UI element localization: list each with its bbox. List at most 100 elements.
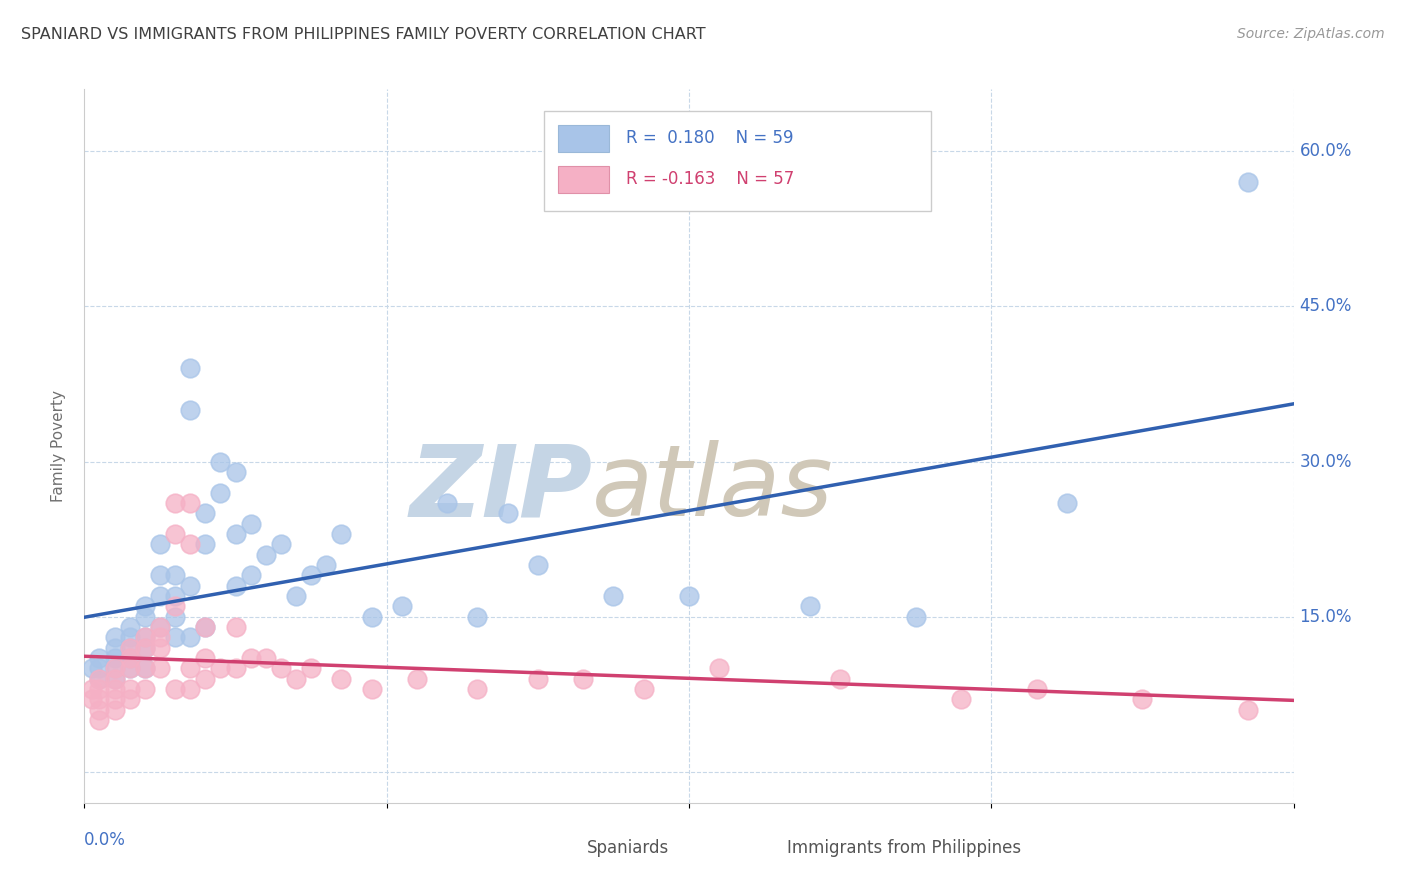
Point <box>134 640 156 655</box>
Point <box>179 630 201 644</box>
Point <box>149 589 172 603</box>
Point <box>950 692 973 706</box>
Point <box>572 672 595 686</box>
Point <box>163 630 186 644</box>
Text: 60.0%: 60.0% <box>1299 142 1353 161</box>
Text: Spaniards: Spaniards <box>588 839 669 857</box>
Text: Immigrants from Philippines: Immigrants from Philippines <box>787 839 1021 857</box>
Point <box>163 609 186 624</box>
Point <box>467 681 489 696</box>
Point <box>104 703 127 717</box>
Point <box>149 620 172 634</box>
Point <box>104 681 127 696</box>
Point <box>1237 175 1260 189</box>
Point <box>149 640 172 655</box>
Point <box>118 651 141 665</box>
Point <box>163 527 186 541</box>
Point <box>284 589 308 603</box>
Text: 0.0%: 0.0% <box>84 831 127 849</box>
Point <box>1237 703 1260 717</box>
Point <box>602 589 624 603</box>
Point <box>134 640 156 655</box>
Point <box>118 692 141 706</box>
FancyBboxPatch shape <box>744 833 780 863</box>
Point <box>118 640 141 655</box>
Point <box>467 609 489 624</box>
Point <box>163 568 186 582</box>
Point <box>118 681 141 696</box>
Text: 45.0%: 45.0% <box>1299 297 1353 316</box>
Point <box>179 537 201 551</box>
Point <box>270 661 292 675</box>
Point <box>225 579 247 593</box>
Text: R = -0.163    N = 57: R = -0.163 N = 57 <box>626 170 794 188</box>
Point <box>436 496 458 510</box>
Point <box>360 681 382 696</box>
Point <box>80 681 103 696</box>
Point <box>89 713 111 727</box>
Point <box>1130 692 1153 706</box>
Point <box>239 651 262 665</box>
Text: Source: ZipAtlas.com: Source: ZipAtlas.com <box>1237 27 1385 41</box>
Point <box>104 672 127 686</box>
Point <box>391 599 413 614</box>
Point <box>209 454 232 468</box>
Point <box>89 692 111 706</box>
Point <box>179 361 201 376</box>
Point <box>194 651 217 665</box>
Point <box>104 640 127 655</box>
Point <box>179 402 201 417</box>
Point <box>194 672 217 686</box>
Point <box>1025 681 1047 696</box>
Point <box>209 661 232 675</box>
Point <box>149 568 172 582</box>
Point <box>194 537 217 551</box>
Point <box>254 548 277 562</box>
Point <box>104 630 127 644</box>
Point <box>149 661 172 675</box>
Point <box>149 620 172 634</box>
Point <box>80 661 103 675</box>
Point <box>104 692 127 706</box>
Point <box>89 681 111 696</box>
Point <box>89 672 111 686</box>
Point <box>118 620 141 634</box>
Point <box>633 681 655 696</box>
Text: ZIP: ZIP <box>409 441 592 537</box>
Point <box>239 516 262 531</box>
Y-axis label: Family Poverty: Family Poverty <box>51 390 66 502</box>
Point <box>134 630 156 644</box>
Point <box>330 527 353 541</box>
Text: SPANIARD VS IMMIGRANTS FROM PHILIPPINES FAMILY POVERTY CORRELATION CHART: SPANIARD VS IMMIGRANTS FROM PHILIPPINES … <box>21 27 706 42</box>
Text: R =  0.180    N = 59: R = 0.180 N = 59 <box>626 129 793 147</box>
Point <box>179 661 201 675</box>
Point <box>330 672 353 686</box>
Point <box>104 672 127 686</box>
Point <box>134 599 156 614</box>
FancyBboxPatch shape <box>558 166 609 193</box>
Point <box>526 558 548 572</box>
Point <box>89 651 111 665</box>
Point <box>89 672 111 686</box>
Point <box>1056 496 1078 510</box>
Point <box>496 506 519 520</box>
Point <box>239 568 262 582</box>
Point <box>149 537 172 551</box>
Point <box>799 599 821 614</box>
FancyBboxPatch shape <box>544 833 581 863</box>
Point <box>163 589 186 603</box>
Text: atlas: atlas <box>592 441 834 537</box>
Point <box>315 558 337 572</box>
Point <box>118 651 141 665</box>
Point <box>194 620 217 634</box>
Point <box>163 599 186 614</box>
Point <box>526 672 548 686</box>
Point <box>89 661 111 675</box>
Point <box>299 568 322 582</box>
Point <box>254 651 277 665</box>
Point <box>134 661 156 675</box>
Point <box>904 609 927 624</box>
Point <box>406 672 429 686</box>
Point <box>89 703 111 717</box>
Point <box>225 661 247 675</box>
